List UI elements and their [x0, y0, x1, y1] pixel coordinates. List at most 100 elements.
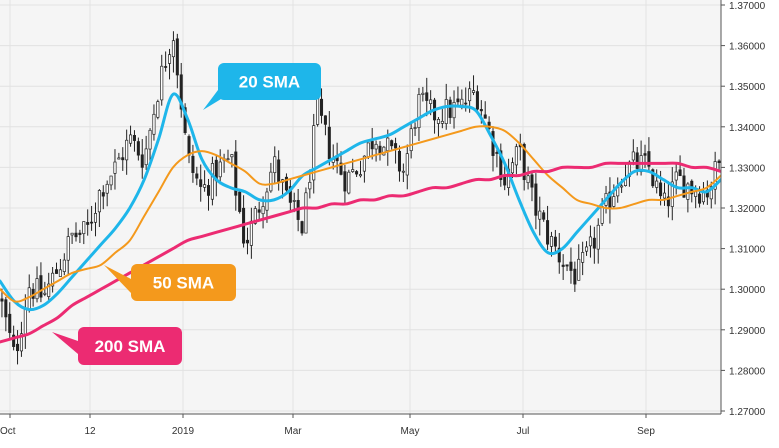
candlestick	[472, 75, 476, 96]
candlestick	[394, 137, 398, 164]
candlestick	[499, 143, 503, 187]
candlestick	[144, 135, 148, 170]
candlestick	[105, 180, 109, 207]
candlestick	[273, 146, 277, 183]
candlestick	[717, 159, 721, 172]
candlestick	[577, 244, 581, 281]
candlestick	[561, 254, 565, 280]
candlestick	[175, 33, 179, 89]
candlestick	[4, 296, 8, 332]
series-line-20-sma	[0, 92, 723, 312]
candlestick	[238, 188, 242, 214]
candlestick	[164, 51, 168, 72]
candlestick	[456, 86, 460, 107]
y-tick-label: 1.35000	[729, 82, 766, 93]
callout-box	[218, 63, 321, 100]
candlestick	[362, 155, 366, 183]
callout-box	[131, 264, 236, 301]
candlestick	[358, 160, 363, 178]
candlestick	[343, 164, 347, 206]
candlestick	[35, 266, 39, 303]
candlestick	[210, 156, 214, 206]
candlestick	[397, 145, 401, 182]
candlestick	[257, 201, 261, 221]
candlestick	[655, 169, 659, 194]
candlestick	[674, 163, 678, 195]
candlestick	[417, 87, 421, 141]
candlestick	[514, 143, 518, 175]
x-tick-label: May	[401, 426, 420, 437]
candlestick	[70, 232, 74, 244]
candlestick	[191, 144, 195, 183]
candlestick	[179, 62, 183, 118]
y-tick-label: 1.37000	[729, 1, 766, 12]
candlestick	[592, 226, 596, 264]
x-tick-label: Jul	[517, 426, 530, 437]
y-tick-label: 1.29000	[729, 326, 766, 337]
candlestick	[304, 187, 308, 234]
candlestick	[58, 258, 62, 277]
x-tick-label: Sep	[637, 426, 655, 437]
candlestick	[39, 262, 43, 303]
candlestick	[117, 152, 121, 160]
candlestick	[631, 139, 635, 166]
candlestick	[425, 77, 429, 117]
y-tick-label: 1.31000	[729, 245, 766, 256]
candlestick	[121, 147, 125, 171]
callout-label: 200 SMA	[95, 337, 166, 356]
candlestick	[199, 164, 203, 202]
candlestick	[452, 90, 456, 129]
candlestick	[269, 162, 273, 193]
candlestick	[448, 96, 452, 124]
candlestick	[300, 220, 304, 236]
candlestick	[284, 173, 288, 194]
candlestick	[546, 205, 550, 250]
candlestick	[678, 155, 682, 177]
candlestick	[109, 175, 113, 191]
candlestick	[421, 86, 425, 102]
candlestick	[78, 229, 82, 243]
y-axis-ticks: 1.27000 1.28000 1.29000 1.30000 1.31000 1.320…	[721, 1, 766, 418]
candlestick	[573, 261, 577, 292]
candlestick	[534, 173, 538, 230]
callout-20-sma: 20 SMA	[203, 63, 321, 110]
candlestick	[382, 145, 386, 156]
candlestick	[19, 321, 23, 357]
candlestick	[542, 210, 546, 222]
y-axis-panel	[721, 0, 779, 443]
callouts: 20 SMA 50 SMA 200 SMA	[52, 63, 321, 365]
candlestick	[713, 151, 717, 205]
candlestick	[709, 181, 713, 209]
candlestick	[553, 229, 557, 253]
candlestick	[374, 140, 378, 162]
candlestick	[565, 264, 569, 272]
candlestick	[312, 113, 316, 194]
candlestick	[136, 137, 140, 161]
candlestick	[320, 88, 324, 124]
candlestick	[171, 31, 175, 73]
series-line-50-sma	[0, 125, 722, 303]
callout-200-sma: 200 SMA	[52, 327, 182, 365]
candlestick	[245, 227, 249, 255]
candlestick	[62, 253, 66, 276]
candlestick	[530, 171, 534, 202]
candlestick	[66, 227, 70, 274]
candlestick	[526, 166, 530, 190]
y-tick-label: 1.36000	[729, 42, 766, 53]
candlestick	[101, 185, 105, 210]
candlestick	[156, 99, 160, 120]
candlestick	[588, 225, 592, 258]
candlestick	[47, 272, 51, 304]
candlestick	[90, 205, 94, 231]
candlestick	[347, 169, 351, 195]
candlestick	[97, 189, 101, 228]
callout-label: 20 SMA	[239, 73, 300, 92]
candlestick	[436, 117, 440, 137]
candlestick	[140, 139, 144, 179]
x-axis-ticks: Oct 12 2019 Mar May Jul Sep	[0, 414, 655, 437]
candlestick	[218, 149, 222, 185]
callout-box	[78, 327, 182, 365]
candlestick	[160, 54, 164, 106]
candlestick	[230, 154, 234, 168]
candlestick	[288, 179, 292, 211]
